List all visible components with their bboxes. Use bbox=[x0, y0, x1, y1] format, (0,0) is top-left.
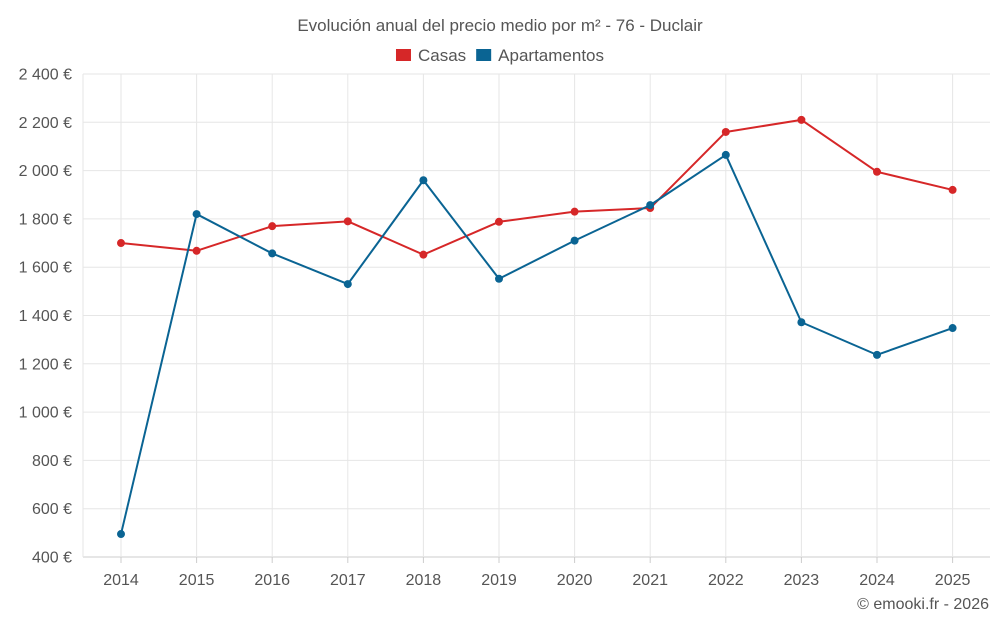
grid bbox=[82, 73, 990, 558]
data-point[interactable] bbox=[419, 250, 428, 259]
data-point[interactable] bbox=[646, 201, 655, 210]
y-axis: 400 € 600 € 800 € 1 000 € 1 200 € 1 400 € 1 60… bbox=[19, 67, 72, 567]
x-tick-label: 2022 bbox=[708, 572, 744, 589]
legend-label: Apartamentos bbox=[498, 46, 604, 65]
data-point[interactable] bbox=[268, 222, 277, 231]
x-tick-label: 2018 bbox=[406, 572, 442, 589]
data-point[interactable] bbox=[570, 207, 579, 216]
y-tick-label: 2 400 € bbox=[19, 67, 72, 84]
y-tick-label: 2 200 € bbox=[19, 115, 72, 132]
series-line bbox=[120, 153, 953, 535]
y-tick-label: 1 200 € bbox=[19, 356, 72, 373]
data-point[interactable] bbox=[570, 236, 579, 245]
legend-swatch bbox=[476, 49, 492, 61]
y-tick-label: 1 000 € bbox=[19, 405, 72, 422]
data-point[interactable] bbox=[192, 210, 201, 219]
x-tick-label: 2019 bbox=[481, 572, 517, 589]
data-point[interactable] bbox=[117, 239, 125, 248]
y-tick-label: 600 € bbox=[32, 501, 72, 518]
series-group bbox=[117, 115, 957, 539]
data-point[interactable] bbox=[721, 127, 730, 136]
data-point[interactable] bbox=[343, 280, 352, 289]
data-point[interactable] bbox=[343, 217, 352, 226]
y-tick-label: 2 000 € bbox=[19, 163, 72, 180]
x-tick-label: 2015 bbox=[179, 572, 215, 589]
legend-swatch bbox=[395, 49, 411, 61]
data-point[interactable] bbox=[873, 350, 881, 359]
x-tick-label: 2016 bbox=[254, 572, 290, 589]
legend-item-apartamentos[interactable]: Apartamentos bbox=[476, 46, 604, 65]
x-tick-label: 2021 bbox=[632, 572, 668, 589]
chart-title: Evolución anual del precio medio por m² … bbox=[297, 16, 703, 35]
y-tick-label: 800 € bbox=[32, 453, 72, 470]
legend: Casas Apartamentos bbox=[395, 46, 604, 65]
y-tick-label: 1 800 € bbox=[19, 211, 72, 228]
x-tick-label: 2025 bbox=[935, 572, 971, 589]
legend-item-casas[interactable]: Casas bbox=[395, 46, 466, 65]
y-tick-label: 400 € bbox=[32, 550, 72, 567]
data-point[interactable] bbox=[797, 318, 806, 327]
x-tick-label: 2023 bbox=[784, 572, 820, 589]
data-point[interactable] bbox=[419, 176, 428, 185]
series-apartamentos bbox=[117, 150, 957, 539]
data-point[interactable] bbox=[948, 324, 957, 333]
y-tick-label: 1 600 € bbox=[19, 260, 72, 277]
credit-text: © emooki.fr - 2026 bbox=[857, 596, 989, 613]
legend-label: Casas bbox=[418, 46, 466, 65]
x-tick-label: 2020 bbox=[557, 572, 593, 589]
data-point[interactable] bbox=[495, 217, 503, 226]
x-tick-label: 2024 bbox=[859, 572, 895, 589]
x-tick-label: 2017 bbox=[330, 572, 366, 589]
data-point[interactable] bbox=[873, 167, 881, 176]
data-point[interactable] bbox=[495, 274, 503, 283]
data-point[interactable] bbox=[721, 150, 730, 159]
x-tick-label: 2014 bbox=[103, 572, 139, 589]
x-axis: 2014 2015 2016 2017 2018 2019 2020 2021 2022 2023… bbox=[103, 557, 970, 589]
data-point[interactable] bbox=[268, 249, 277, 258]
data-point[interactable] bbox=[117, 530, 125, 539]
data-point[interactable] bbox=[797, 115, 806, 124]
series-casas bbox=[117, 115, 957, 259]
data-point[interactable] bbox=[948, 185, 957, 194]
y-tick-label: 1 400 € bbox=[19, 308, 72, 325]
series-line bbox=[120, 118, 953, 256]
data-point[interactable] bbox=[192, 246, 201, 255]
